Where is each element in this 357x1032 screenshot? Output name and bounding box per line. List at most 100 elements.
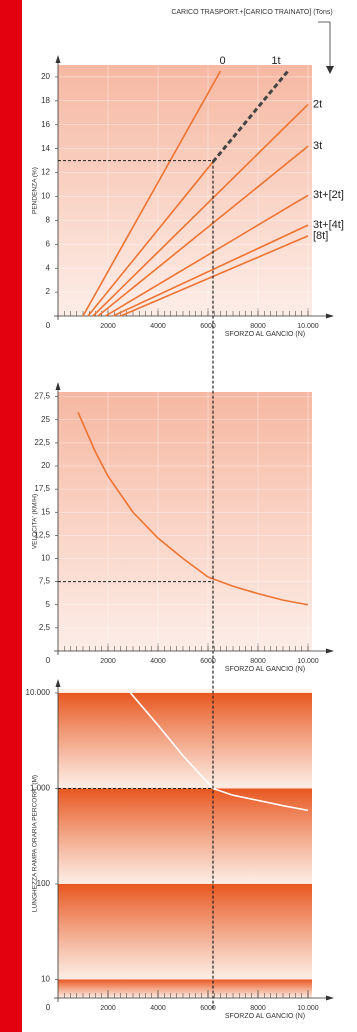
arrow-head	[326, 66, 334, 74]
series-label: 3t	[313, 140, 322, 152]
y-tick-label: 10	[41, 192, 50, 201]
x-arrow	[326, 648, 334, 654]
line-segment	[132, 511, 159, 539]
y-tick-label: 5	[46, 600, 51, 609]
series-label: [8t]	[313, 230, 328, 242]
line-segment	[182, 557, 209, 578]
x-tick-label: 10.000	[297, 658, 319, 665]
x-tick-label: 6000	[200, 1005, 216, 1012]
x-tick-label: 6000	[200, 323, 216, 330]
line-segment	[232, 585, 259, 595]
minor-ticks	[64, 993, 309, 998]
x-tick-label: 8000	[250, 1005, 266, 1012]
line-segment	[182, 755, 214, 790]
y-tick-label: 20	[41, 461, 50, 470]
line-segment	[282, 599, 309, 606]
line-segment	[120, 235, 309, 317]
line-segment	[94, 451, 109, 477]
y-arrow	[55, 382, 61, 390]
y-axis-label: LUNGHEZZA RAMPA ORARIA PERCORR. (M)	[32, 775, 39, 912]
origin-label: 0	[46, 656, 51, 665]
x-tick-label: 8000	[250, 323, 266, 330]
line-segment	[82, 70, 222, 317]
line-segment	[112, 224, 309, 317]
annotation-arrow	[318, 21, 331, 70]
y-arrow	[55, 679, 61, 687]
x-arrow	[326, 313, 334, 319]
origin-label: 0	[46, 1003, 51, 1012]
y-tick-label: 27,5	[34, 392, 50, 401]
y-tick-label: 4	[46, 263, 51, 272]
series-label: 0	[219, 55, 225, 67]
line-segment	[157, 724, 184, 757]
line-segment	[282, 804, 309, 812]
origin-label: 0	[46, 321, 51, 330]
x-tick-label: 10.000	[297, 323, 319, 330]
decade-fade	[58, 979, 312, 998]
line-segment	[77, 412, 97, 453]
line-segment	[157, 537, 184, 560]
decade-fade	[58, 788, 312, 884]
x-axis-label: SFORZO AL GANCIO (N)	[225, 1013, 305, 1020]
y-tick-label: 10	[41, 554, 50, 563]
x-tick-label: 2000	[100, 323, 116, 330]
dashed-line-segment	[211, 70, 290, 163]
y-tick-label: 8	[46, 215, 51, 224]
y-tick-label: 1.000	[30, 784, 51, 793]
decade-fade	[58, 692, 312, 788]
line-segment	[207, 576, 234, 588]
x-tick-label: 4000	[150, 323, 166, 330]
plot-fade	[58, 392, 312, 651]
x-tick-label: 2000	[100, 658, 116, 665]
line-segment	[107, 475, 134, 513]
y-tick-label: 12	[41, 168, 50, 177]
line-segment	[87, 161, 214, 317]
x-axis-label: SFORZO AL GANCIO (N)	[225, 666, 305, 673]
y-tick-label: 14	[41, 144, 50, 153]
plot-fade	[58, 65, 312, 316]
annotation: CARICO TRASPORT.+[CARICO TRAINATO] (Tons…	[171, 9, 332, 16]
decade-fade	[58, 883, 312, 979]
line-segment	[92, 103, 309, 317]
y-tick-label: 25	[41, 415, 50, 424]
y-tick-label: 10.000	[26, 688, 51, 697]
y-tick-label: 2,5	[39, 623, 51, 632]
series-label: 1t	[271, 55, 280, 67]
y-tick-label: 15	[41, 507, 50, 516]
y-tick-label: 16	[41, 120, 50, 129]
y-tick-label: 17,5	[34, 484, 50, 493]
line-segment	[232, 794, 259, 802]
line-segment	[257, 799, 284, 807]
minor-ticks	[64, 646, 309, 651]
y-tick-label: 10	[41, 975, 50, 984]
y-tick-label: 6	[46, 239, 51, 248]
line-segment	[212, 787, 234, 796]
x-tick-label: 2000	[100, 1005, 116, 1012]
x-tick-label: 8000	[250, 658, 266, 665]
y-tick-label: 22,5	[34, 438, 50, 447]
y-tick-label: 2	[46, 287, 51, 296]
y-axis-label: PENDENZA (%)	[32, 167, 39, 214]
y-tick-label: 100	[37, 879, 51, 888]
x-tick-label: 6000	[200, 658, 216, 665]
y-tick-label: 18	[41, 96, 50, 105]
x-arrow	[326, 995, 334, 1001]
side-bar	[0, 0, 22, 1032]
x-axis-label: SFORZO AL GANCIO (N)	[225, 331, 305, 338]
line-segment	[129, 692, 159, 726]
line-segment	[257, 592, 284, 601]
y-axis-label: VELOCITA' (KM/H)	[32, 494, 39, 549]
series-label: 2t	[313, 98, 322, 110]
line-segment	[97, 145, 309, 317]
y-arrow	[55, 55, 61, 63]
x-tick-label: 4000	[150, 1005, 166, 1012]
x-tick-label: 10.000	[297, 1005, 319, 1012]
y-tick-label: 12,5	[34, 530, 50, 539]
series-label: 3t+[2t]	[313, 189, 344, 201]
x-tick-label: 4000	[150, 658, 166, 665]
line-segment	[105, 194, 309, 317]
y-tick-label: 7,5	[39, 577, 51, 586]
y-tick-label: 20	[41, 72, 50, 81]
series-label: 3t+[4t]	[313, 219, 344, 231]
